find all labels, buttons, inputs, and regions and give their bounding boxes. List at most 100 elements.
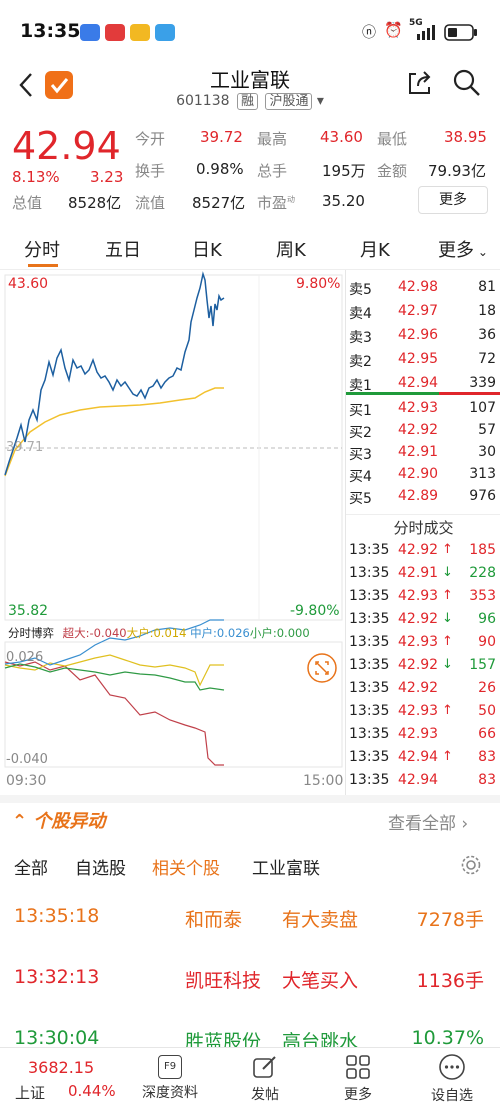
price: 42.91 [398, 444, 439, 460]
bottom-nav: 3682.15 上证 0.44% F9 深度资料 发帖 更多 设自选 [0, 1047, 500, 1105]
nav-deep-data[interactable]: F9 深度资料 [130, 1048, 210, 1106]
volume: 18 [478, 303, 496, 319]
flow-top-value: 0.026 [6, 650, 44, 665]
price: 42.98 [398, 279, 439, 295]
stock-header: 工业富联 601138 融 沪股通 ▾ [0, 62, 500, 118]
volume-value: 195万 [322, 162, 366, 180]
trade-row: 13:35 42.94 ↑ 83 [349, 749, 496, 765]
label: 卖1 [349, 378, 372, 394]
mover-row[interactable]: 13:32:13 凯旺科技 大笔买入 1136手 [14, 966, 484, 992]
turnover-value: 0.98% [196, 160, 244, 178]
flow-large-label: 大户:0.014 [126, 626, 187, 640]
tab-daily-k[interactable]: 日K [192, 240, 222, 261]
chart-canvas [4, 271, 343, 768]
filter-watchlist[interactable]: 自选股 [75, 859, 126, 879]
tab-five-day[interactable]: 五日 [105, 240, 141, 261]
message-icon [155, 24, 175, 41]
volume: 107 [469, 400, 496, 416]
high-label: 最高 [257, 130, 288, 148]
connect-tag[interactable]: 沪股通 [265, 93, 313, 110]
flow-mid-label: 中户:0.026 [190, 626, 250, 640]
label: 卖3 [349, 330, 372, 346]
tab-intraday[interactable]: 分时 [24, 240, 60, 261]
app-notification-icon [80, 24, 100, 41]
tab-weekly-k[interactable]: 周K [276, 240, 306, 261]
index-widget[interactable]: 3682.15 上证 0.44% [0, 1048, 125, 1106]
change-amount: 3.23 [90, 168, 124, 186]
flow-small-line [4, 663, 225, 691]
nav-add-watchlist[interactable]: 设自选 [412, 1048, 492, 1106]
trade-row: 13:35 42.92 ↑ 185 [349, 542, 496, 558]
trade-row: 13:35 42.93 ↑ 353 [349, 588, 496, 604]
more-dots-icon [439, 1054, 465, 1080]
dropdown-icon[interactable]: ▾ [316, 93, 324, 109]
search-icon[interactable] [452, 68, 482, 98]
signal-icon [417, 25, 435, 40]
active-tab-indicator [28, 264, 58, 267]
filter-all[interactable]: 全部 [14, 859, 48, 879]
trade-row: 13:35 42.93 ↑ 90 [349, 634, 496, 650]
expand-icon[interactable] [306, 652, 338, 684]
price: 42.97 [398, 303, 439, 319]
avg-price-line [4, 387, 224, 477]
chart-tabs: 分时 五日 日K 周K 月K 更多 ⌄ [0, 226, 500, 270]
volume: 36 [478, 327, 496, 343]
view-all-link[interactable]: 查看全部 › [388, 814, 469, 834]
mover-row[interactable]: 13:35:18 和而泰 有大卖盘 7278手 [14, 905, 484, 931]
ask-row: 卖5 42.98 81 [346, 279, 500, 301]
turnover-label: 换手 [135, 162, 166, 180]
settings-icon[interactable] [460, 854, 482, 876]
nav-more[interactable]: 更多 [318, 1048, 398, 1106]
trade-row: 13:35 42.91 ↓ 228 [349, 565, 496, 581]
flow-title: 分时博弈 [8, 626, 54, 640]
volume-label: 总手 [257, 162, 288, 180]
trade-row: 13:35 42.92 ↓ 96 [349, 611, 496, 627]
more-quote-button[interactable]: 更多 [418, 186, 488, 214]
price: 42.93 [398, 400, 439, 416]
section-divider [0, 795, 500, 803]
low-value: 38.95 [444, 128, 487, 146]
grid-icon [346, 1055, 370, 1079]
share-icon[interactable] [404, 68, 434, 98]
volume: 339 [469, 375, 496, 391]
status-bar: 13:35 ⓝ ⏰ 5G [0, 0, 500, 62]
index-pct: 0.44% [68, 1082, 116, 1100]
price: 42.94 [398, 375, 439, 391]
chart-top-price: 43.60 [8, 276, 49, 292]
low-label: 最低 [377, 130, 408, 148]
mktcap-value: 8528亿 [68, 194, 122, 212]
app-logo-icon [45, 71, 73, 99]
back-icon[interactable] [16, 70, 36, 100]
flow-legend: 分时博弈 超大:-0.040大户:0.014 中户:0.026小户:0.000 [8, 625, 310, 641]
bid-row: 买1 42.93 107 [346, 400, 500, 422]
volume: 30 [478, 444, 496, 460]
volume: 57 [478, 422, 496, 438]
tab-monthly-k[interactable]: 月K [360, 240, 390, 261]
ask-row: 卖3 42.96 36 [346, 327, 500, 349]
filter-stock[interactable]: 工业富联 [252, 859, 320, 879]
network-label: 5G [409, 18, 423, 28]
order-book: 卖5 42.98 81 卖4 42.97 18 卖3 42.96 36 卖2 42.95 72 卖1 42… [345, 270, 500, 795]
intraday-chart[interactable]: 43.60 9.80% 39.71 35.82 -9.80% 分时博弈 超大:-… [0, 270, 345, 795]
amount-value: 79.93亿 [428, 162, 486, 180]
time-end: 15:00 [303, 773, 344, 789]
price: 42.90 [398, 466, 439, 482]
trades-title: 分时成交 [346, 514, 500, 540]
label: 卖2 [349, 354, 372, 370]
pe-value: 35.20 [322, 192, 365, 210]
trade-row: 13:35 42.94 83 [349, 772, 496, 788]
stock-code: 601138 [176, 93, 230, 109]
stock-code-line: 601138 融 沪股通 ▾ [0, 90, 500, 110]
label: 卖5 [349, 282, 372, 298]
ask-row: 卖1 42.94 339 [346, 375, 500, 397]
price: 42.92 [398, 422, 439, 438]
price: 42.95 [398, 351, 439, 367]
open-label: 今开 [135, 130, 166, 148]
tab-more[interactable]: 更多 ⌄ [438, 240, 488, 261]
amount-label: 金额 [377, 162, 408, 180]
label: 买1 [349, 403, 372, 419]
nav-post[interactable]: 发帖 [225, 1048, 305, 1106]
movers-title: ⌃ 个股异动 [12, 811, 106, 832]
filter-related[interactable]: 相关个股 [152, 859, 220, 879]
volume: 72 [478, 351, 496, 367]
